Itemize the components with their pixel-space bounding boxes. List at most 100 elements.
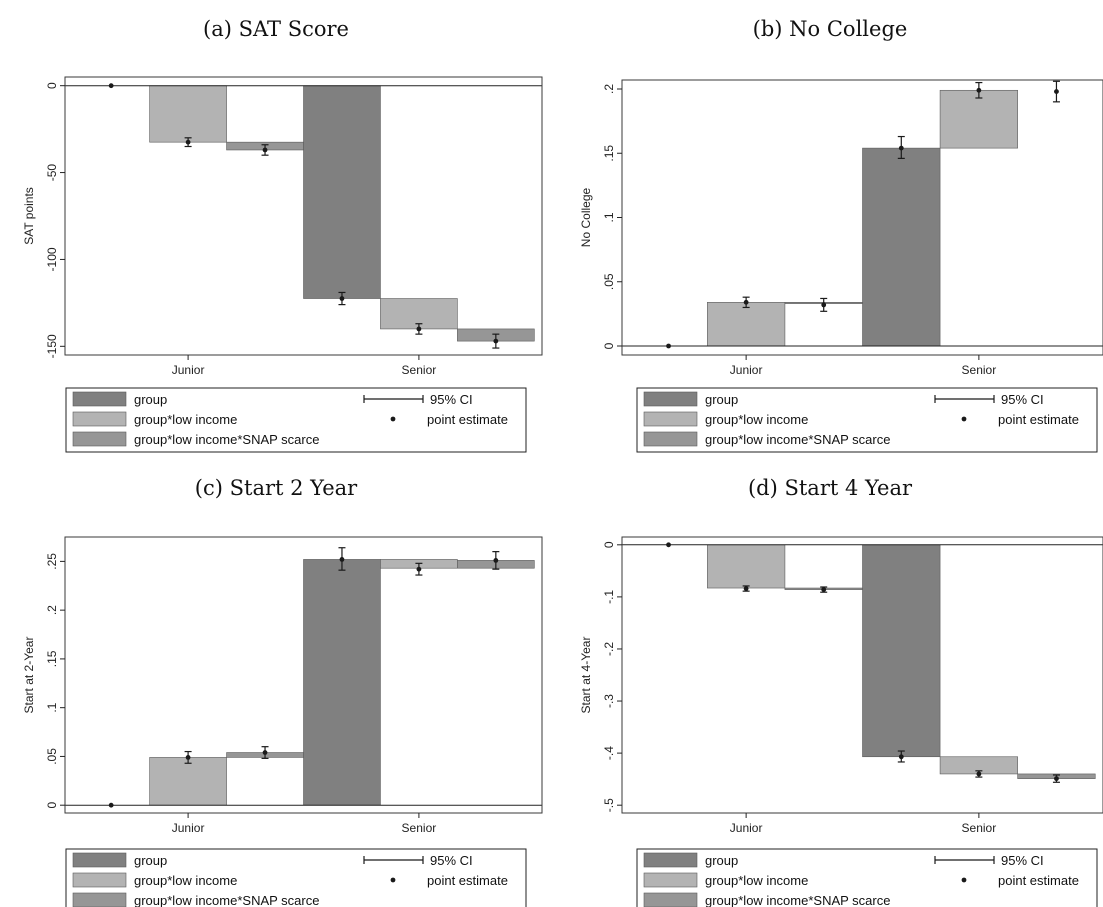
point-estimate xyxy=(898,145,904,151)
x-tick-label: Junior xyxy=(730,363,763,377)
y-tick-label: 0 xyxy=(45,82,59,89)
legend-swatch xyxy=(643,411,698,427)
point-estimate xyxy=(666,542,671,548)
legend-point-label: point estimate xyxy=(427,873,508,888)
legend-point-key xyxy=(961,877,967,883)
y-tick-label: .1 xyxy=(602,212,616,222)
legend-point-label: point estimate xyxy=(998,873,1079,888)
point-estimate xyxy=(493,338,499,344)
y-tick-label: -.3 xyxy=(602,694,616,708)
legend-swatch xyxy=(72,892,127,907)
panel-title: (a) SAT Score xyxy=(203,17,349,41)
legend-label: group*low income*SNAP scarce xyxy=(134,432,319,447)
x-tick-label: Junior xyxy=(172,821,205,835)
point-estimate xyxy=(108,802,114,808)
x-tick-label: Senior xyxy=(402,363,437,377)
legend-label: group xyxy=(134,853,167,868)
legend-swatch xyxy=(643,892,698,907)
point-estimate xyxy=(976,87,982,93)
x-tick-label: Junior xyxy=(172,363,205,377)
point-estimate xyxy=(666,343,671,349)
x-tick-label: Senior xyxy=(962,821,997,835)
point-estimate xyxy=(108,83,114,89)
legend-box xyxy=(636,848,1098,907)
y-tick-label: -.5 xyxy=(602,798,616,812)
legend-label: group*low income xyxy=(134,412,237,427)
point-estimate xyxy=(339,557,345,562)
bar-junior-2 xyxy=(149,757,227,806)
legend-swatch xyxy=(643,391,698,407)
point-estimate xyxy=(1054,776,1059,782)
y-tick-label: .05 xyxy=(602,273,616,290)
legend-label: group*low income xyxy=(705,873,808,888)
plot-frame xyxy=(621,536,1103,814)
legend-swatch xyxy=(643,872,698,888)
legend-ci-key xyxy=(934,856,995,864)
y-tick-label: -.1 xyxy=(602,590,616,604)
y-tick-label: .1 xyxy=(45,702,59,712)
legend-label: group*low income*SNAP scarce xyxy=(134,893,319,907)
point-estimate xyxy=(185,755,191,760)
x-tick-label: Junior xyxy=(730,821,763,835)
legend-swatch xyxy=(643,431,698,447)
bar-senior-1 xyxy=(862,544,941,758)
legend-ci-label: 95% CI xyxy=(1001,392,1044,407)
bar-senior-1 xyxy=(303,559,381,806)
x-tick-label: Senior xyxy=(962,363,997,377)
y-tick-label: -150 xyxy=(45,334,59,358)
legend-ci-label: 95% CI xyxy=(430,853,473,868)
plot-frame xyxy=(64,536,543,814)
point-estimate xyxy=(493,558,499,563)
legend-label: group xyxy=(134,392,167,407)
point-estimate xyxy=(898,754,904,760)
bar-senior-1 xyxy=(303,85,381,299)
legend-ci-label: 95% CI xyxy=(1001,853,1044,868)
x-tick-label: Senior xyxy=(402,821,437,835)
plot-frame xyxy=(64,76,543,356)
legend-swatch xyxy=(72,391,127,407)
point-estimate xyxy=(416,566,422,572)
legend-swatch xyxy=(72,411,127,427)
legend-label: group xyxy=(705,853,738,868)
legend: group group*low income group*low income*SN… xyxy=(636,848,1098,907)
legend: group group*low income group*low income*SN… xyxy=(636,387,1098,453)
bar-senior-1 xyxy=(862,147,941,347)
y-tick-label: .2 xyxy=(602,84,616,94)
y-tick-label: -50 xyxy=(45,164,59,182)
panel-4: (d) Start 4 Year 0 -.1 -.2 -.3 -.4 -.5 Start at… xyxy=(579,476,1103,907)
bar-junior-2 xyxy=(707,544,786,589)
panel-title: (b) No College xyxy=(753,17,908,41)
y-tick-label: -100 xyxy=(45,247,59,271)
legend-ci-label: 95% CI xyxy=(430,392,473,407)
legend-point-key xyxy=(390,877,396,883)
y-tick-label: .25 xyxy=(45,553,59,570)
point-estimate xyxy=(262,750,268,755)
y-axis-label: Start at 2-Year xyxy=(22,637,36,714)
legend-ci-key xyxy=(934,395,995,403)
point-estimate xyxy=(743,299,749,305)
y-tick-label: .05 xyxy=(45,748,59,765)
y-tick-label: 0 xyxy=(602,342,616,349)
legend-label: group xyxy=(705,392,738,407)
y-tick-label: -.2 xyxy=(602,642,616,656)
y-tick-label: 0 xyxy=(602,541,616,548)
point-estimate xyxy=(821,302,827,308)
bar-junior-2 xyxy=(149,85,227,143)
point-estimate xyxy=(339,296,345,301)
legend-label: group*low income xyxy=(134,873,237,888)
bar-senior-2 xyxy=(939,89,1018,149)
point-estimate xyxy=(262,147,268,153)
legend-point-key xyxy=(961,416,967,422)
point-estimate xyxy=(821,587,827,592)
y-tick-label: 0 xyxy=(45,802,59,809)
point-estimate xyxy=(976,771,982,777)
legend: group group*low income group*low income*SN… xyxy=(65,848,527,907)
point-estimate xyxy=(185,139,191,145)
point-estimate xyxy=(743,586,749,591)
bar-junior-2 xyxy=(707,302,786,347)
y-axis-label: SAT points xyxy=(22,187,36,245)
point-estimate xyxy=(1054,89,1059,94)
legend-box xyxy=(636,387,1098,453)
legend-swatch xyxy=(643,852,698,868)
